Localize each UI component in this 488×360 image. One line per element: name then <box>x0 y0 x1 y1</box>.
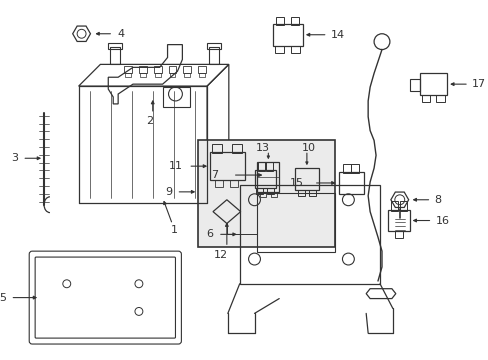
Bar <box>108 42 122 49</box>
Bar <box>110 46 120 64</box>
Text: 4: 4 <box>117 29 124 39</box>
Bar <box>387 210 409 231</box>
Bar <box>343 164 351 173</box>
Bar <box>419 73 447 95</box>
Text: 12: 12 <box>213 250 227 260</box>
Bar <box>308 190 315 196</box>
Bar <box>256 188 263 194</box>
Bar <box>258 162 265 171</box>
Bar <box>273 24 303 46</box>
Bar <box>421 95 429 102</box>
Bar <box>198 140 334 247</box>
Text: 9: 9 <box>164 187 172 197</box>
Text: 15: 15 <box>289 178 304 188</box>
Bar <box>139 66 146 73</box>
Bar <box>294 168 318 190</box>
Bar <box>239 185 379 284</box>
Bar <box>290 46 299 53</box>
Bar <box>338 172 364 194</box>
Bar <box>153 66 162 73</box>
Bar <box>163 87 190 107</box>
Bar <box>198 66 205 73</box>
Bar <box>394 231 402 238</box>
Bar <box>206 42 221 49</box>
Bar <box>229 180 237 187</box>
Text: 1: 1 <box>171 225 178 235</box>
Text: 2: 2 <box>146 116 153 126</box>
Bar <box>124 66 132 73</box>
Bar <box>276 17 284 25</box>
Bar <box>169 73 175 77</box>
Bar <box>154 73 161 77</box>
Bar <box>199 73 204 77</box>
Bar <box>184 73 190 77</box>
Bar <box>183 66 191 73</box>
Bar <box>390 201 397 211</box>
Bar <box>231 144 241 153</box>
Text: 8: 8 <box>433 195 441 205</box>
Bar <box>275 46 284 53</box>
Text: 3: 3 <box>11 153 18 163</box>
Bar <box>215 180 223 187</box>
Bar <box>168 66 176 73</box>
Bar <box>125 73 131 77</box>
Bar <box>351 164 359 173</box>
Bar <box>266 162 273 171</box>
Bar <box>140 73 145 77</box>
Text: 11: 11 <box>168 161 182 171</box>
Bar <box>267 188 274 194</box>
Text: 16: 16 <box>434 216 448 225</box>
Bar <box>271 192 277 197</box>
Bar <box>409 79 419 91</box>
Text: 5: 5 <box>0 293 6 303</box>
Bar <box>210 152 244 180</box>
Bar <box>290 17 298 25</box>
Bar <box>435 95 444 102</box>
Text: 13: 13 <box>255 143 269 153</box>
Bar <box>257 162 279 192</box>
Text: 7: 7 <box>211 170 218 180</box>
Bar <box>254 170 276 188</box>
Bar <box>399 201 406 211</box>
Text: 10: 10 <box>301 143 315 153</box>
Bar <box>209 46 219 64</box>
Text: 14: 14 <box>330 30 344 40</box>
Bar <box>260 192 266 197</box>
Text: 17: 17 <box>471 79 485 89</box>
Bar <box>212 144 222 153</box>
Text: 6: 6 <box>206 229 213 239</box>
Bar <box>297 190 305 196</box>
Bar <box>257 193 334 252</box>
